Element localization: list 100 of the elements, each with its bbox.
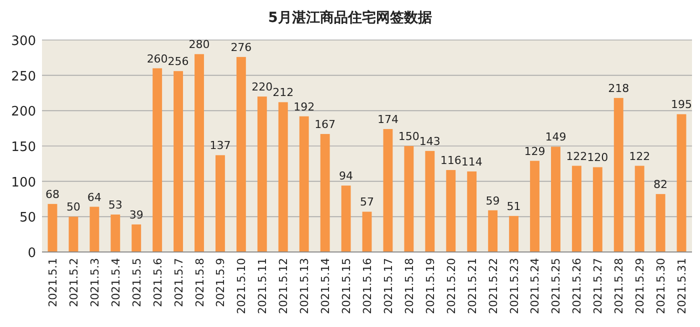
x-tick-label: 2021.5.6	[151, 258, 164, 307]
y-tick-label: 250	[11, 69, 36, 84]
y-tick-label: 200	[11, 104, 36, 120]
bar	[68, 216, 78, 252]
x-tick-label: 2021.5.16	[361, 258, 374, 314]
x-tick-label: 2021.5.12	[277, 258, 290, 314]
x-tick-label: 2021.5.21	[466, 258, 479, 314]
bar	[278, 102, 288, 252]
bar	[488, 210, 498, 252]
bar	[509, 216, 518, 252]
data-label: 212	[272, 86, 294, 100]
y-tick-label: 150	[11, 140, 36, 155]
x-tick-label: 2021.5.19	[424, 258, 437, 314]
bar	[634, 166, 644, 252]
data-label: 122	[629, 150, 650, 163]
bar	[530, 160, 540, 252]
data-label: 57	[360, 196, 374, 209]
y-tick-label: 300	[11, 34, 36, 49]
bar	[341, 186, 351, 252]
bar	[362, 212, 372, 252]
x-tick-label: 2021.5.7	[172, 258, 186, 307]
x-tick-label: 2021.5.4	[109, 258, 122, 307]
bar	[110, 214, 120, 252]
chart-title: 5月湛江商品住宅网签数据	[268, 9, 432, 26]
x-tick-label: 2021.5.25	[550, 258, 563, 314]
bar	[216, 155, 225, 252]
bar	[132, 224, 142, 252]
y-tick-label: 0	[28, 246, 36, 261]
data-label: 82	[654, 178, 668, 192]
data-label: 260	[146, 52, 168, 66]
x-tick-label: 2021.5.11	[256, 258, 270, 314]
x-tick-label: 2021.5.18	[402, 258, 416, 314]
x-tick-label: 2021.5.20	[444, 258, 458, 314]
data-label: 137	[210, 139, 231, 152]
data-label: 143	[419, 134, 440, 148]
y-tick-label: 50	[19, 210, 36, 226]
bar	[572, 166, 582, 252]
x-tick-label: 2021.5.14	[319, 258, 332, 314]
data-label: 114	[461, 155, 482, 168]
x-tick-label: 2021.5.15	[340, 258, 354, 314]
x-tick-label: 2021.5.26	[570, 258, 584, 314]
bar	[614, 98, 624, 252]
bar	[467, 171, 477, 252]
bar	[320, 134, 330, 252]
bar	[676, 114, 686, 252]
bar	[425, 150, 435, 252]
y-tick-label: 100	[11, 175, 36, 190]
bar	[383, 129, 393, 252]
x-tick-label: 2021.5.27	[592, 258, 605, 314]
bar	[592, 167, 602, 252]
data-label: 167	[314, 118, 336, 131]
data-label: 220	[252, 80, 273, 94]
data-label: 174	[377, 113, 398, 126]
x-tick-label: 2021.5.13	[298, 258, 312, 314]
data-label: 218	[608, 82, 630, 95]
bar	[194, 54, 204, 252]
bar	[446, 170, 456, 252]
x-tick-label: 2021.5.28	[612, 258, 626, 314]
data-label: 116	[440, 154, 462, 168]
x-tick-label: 2021.5.9	[214, 258, 228, 307]
data-label: 256	[168, 55, 189, 68]
data-label: 68	[45, 188, 60, 201]
data-label: 50	[66, 200, 80, 214]
data-label: 122	[566, 150, 588, 163]
bar	[152, 68, 162, 252]
x-tick-label: 2021.5.23	[508, 258, 521, 314]
data-label: 192	[294, 100, 315, 114]
data-label: 51	[506, 200, 521, 213]
data-label: 195	[671, 98, 692, 112]
data-label: 39	[129, 208, 144, 222]
data-label: 276	[230, 40, 252, 54]
data-label: 120	[587, 151, 608, 164]
bar	[236, 56, 246, 252]
data-label: 150	[398, 130, 420, 143]
bar	[404, 146, 414, 252]
x-tick-label: 2021.5.22	[486, 258, 500, 314]
bar	[299, 116, 309, 252]
data-label: 129	[524, 144, 546, 158]
x-tick-label: 2021.5.2	[67, 258, 80, 307]
x-tick-label: 2021.5.17	[382, 258, 395, 314]
x-tick-label: 2021.5.3	[88, 258, 102, 307]
x-tick-label: 2021.5.29	[634, 258, 647, 314]
bar	[550, 146, 560, 252]
data-label: 64	[87, 190, 102, 204]
x-tick-label: 2021.5.8	[193, 258, 206, 307]
x-tick-label: 2021.5.24	[528, 258, 542, 314]
data-label: 53	[108, 198, 122, 212]
x-tick-label: 2021.5.31	[676, 258, 689, 314]
x-tick-label: 2021.5.30	[654, 258, 668, 314]
bar	[656, 194, 666, 252]
x-tick-label: 2021.5.1	[46, 258, 60, 307]
data-label: 59	[486, 194, 500, 208]
x-tick-label: 2021.5.10	[235, 258, 248, 314]
data-label: 280	[188, 38, 210, 52]
bar	[48, 204, 58, 252]
data-label: 94	[339, 170, 354, 183]
bar	[90, 206, 100, 252]
x-tick-label: 2021.5.5	[130, 258, 144, 307]
bar	[257, 96, 267, 252]
data-label: 149	[545, 130, 566, 144]
